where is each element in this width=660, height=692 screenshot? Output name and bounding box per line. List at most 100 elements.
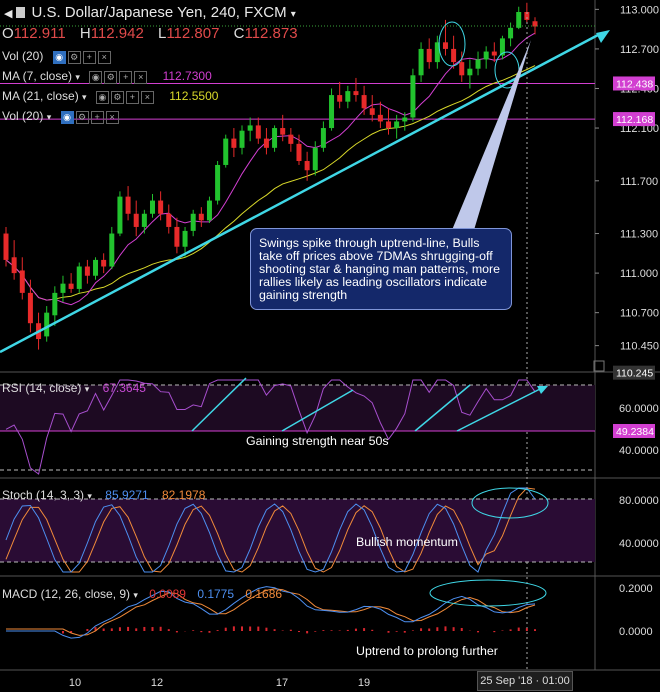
chevron-down-icon[interactable]: ▾ xyxy=(75,72,80,82)
indicator-vol-1-label: Vol (20) xyxy=(2,49,44,63)
close-icon[interactable]: × xyxy=(105,111,119,125)
macd-legend[interactable]: MACD (12, 26, close, 9) ▾ 0.0089 0.1775 … xyxy=(2,587,282,601)
rsi-tick-label: 49.2384 xyxy=(616,426,654,438)
ma21-line xyxy=(5,65,536,301)
stoch-legend-d: 82.1978 xyxy=(162,488,206,502)
candle-body xyxy=(255,125,261,139)
indicator-ma7[interactable]: MA (7, close) ▾ ◉ ⚙ + × 112.7300 xyxy=(2,69,212,85)
rsi-trend-arrow xyxy=(281,389,354,432)
close-icon[interactable]: × xyxy=(140,91,154,105)
ohlc-open-key: O xyxy=(2,25,14,42)
stoch-k-line xyxy=(5,487,536,573)
flag-icon xyxy=(16,7,26,18)
eye-icon[interactable]: ◉ xyxy=(95,91,109,105)
macd-legend-name: MACD (12, 26, close, 9) xyxy=(2,587,131,601)
candle-body xyxy=(475,59,481,69)
macd-legend-v2: 0.1775 xyxy=(197,587,235,601)
candle-body xyxy=(272,128,278,148)
rsi-legend-value: 67.3645 xyxy=(102,381,146,395)
add-icon[interactable]: + xyxy=(125,91,139,105)
trendline-arrowhead xyxy=(596,30,610,43)
chevron-down-icon[interactable]: ▾ xyxy=(46,112,52,122)
highlight-circle xyxy=(438,21,466,67)
x-tick-label: 10 xyxy=(69,677,81,689)
analysis-callout: Swings spike through uptrend-line, Bulls… xyxy=(250,228,512,310)
candle-body xyxy=(11,257,17,274)
candle-body xyxy=(223,138,229,165)
indicator-ma7-value: 112.7300 xyxy=(162,69,212,83)
candle-body xyxy=(215,164,221,201)
candle-body xyxy=(27,292,33,324)
candle-body xyxy=(44,312,50,337)
settings-icon[interactable]: ⚙ xyxy=(110,91,124,105)
candle-body xyxy=(76,266,82,289)
eye-icon[interactable]: ◉ xyxy=(52,51,66,65)
chart-title[interactable]: ◀ U.S. Dollar/Japanese Yen, 240, FXCM ▾ xyxy=(4,4,296,21)
rsi-legend[interactable]: RSI (14, close) ▾ 67.3645 xyxy=(2,381,146,395)
price-tag-box xyxy=(613,365,655,380)
x-tick-label: 12 xyxy=(151,677,163,689)
candle-body xyxy=(68,283,74,289)
indicator-ma7-label: MA (7, close) xyxy=(2,69,73,83)
candle-body xyxy=(451,48,457,63)
settings-icon[interactable]: ⚙ xyxy=(75,111,89,125)
rsi-arrowhead xyxy=(537,386,548,394)
candle-body xyxy=(133,213,139,227)
candle-body xyxy=(434,42,440,63)
price-tag-box xyxy=(613,112,655,127)
stoch-legend[interactable]: Stoch (14, 3, 3) ▾ 85.9271 82.1978 xyxy=(2,488,205,502)
candle-body xyxy=(247,125,253,131)
candle-body xyxy=(3,233,9,260)
candle-body xyxy=(386,121,392,129)
chevron-down-icon[interactable]: ▾ xyxy=(133,590,138,600)
ohlc-close-key: C xyxy=(233,25,245,42)
price-tick-label: 113.000 xyxy=(620,4,659,16)
candle-body xyxy=(60,283,66,293)
close-icon[interactable]: × xyxy=(134,71,148,85)
candle-body xyxy=(418,48,424,76)
candle-body xyxy=(483,51,489,60)
indicator-vol-1[interactable]: Vol (20) ◉ ⚙ + × xyxy=(2,49,113,65)
chevron-down-icon[interactable]: ▾ xyxy=(84,384,90,394)
candle-body xyxy=(394,121,400,129)
add-icon[interactable]: + xyxy=(82,51,96,65)
candle-body xyxy=(345,91,351,102)
candle-body xyxy=(101,259,107,267)
indicator-ma21[interactable]: MA (21, close) ▾ ◉ ⚙ + × 112.5500 xyxy=(2,89,218,105)
eye-icon[interactable]: ◉ xyxy=(89,71,103,85)
add-icon[interactable]: + xyxy=(119,71,133,85)
stoch-legend-name: Stoch (14, 3, 3) xyxy=(2,488,85,502)
rsi-line xyxy=(5,379,536,475)
axis-plus-button xyxy=(593,360,605,372)
ohlc-high-value: 112.942 xyxy=(90,25,144,42)
settings-icon[interactable]: ⚙ xyxy=(104,71,118,85)
chevron-down-icon[interactable]: ▾ xyxy=(290,9,296,20)
chevron-down-icon[interactable]: ▾ xyxy=(82,92,87,102)
price-tick-label: 111.700 xyxy=(620,176,658,188)
price-tag-label: 112.438 xyxy=(616,78,653,90)
ohlc-high-key: H xyxy=(79,25,91,42)
chevron-down-icon[interactable]: ▾ xyxy=(87,491,92,501)
candle-body xyxy=(182,230,188,247)
candle-body xyxy=(442,42,448,49)
candle-body xyxy=(337,95,343,102)
macd-signal-line xyxy=(6,588,536,636)
collapse-icon[interactable]: ◀ xyxy=(4,8,13,20)
ohlc-open-value: 112.911 xyxy=(13,25,66,42)
settings-icon[interactable]: ⚙ xyxy=(67,51,81,65)
indicator-ma21-label: MA (21, close) xyxy=(2,89,79,103)
price-tick-label: 111.000 xyxy=(620,268,658,280)
candle-body xyxy=(508,27,514,39)
close-icon[interactable]: × xyxy=(97,51,111,65)
eye-icon[interactable]: ◉ xyxy=(60,111,74,125)
candle-body xyxy=(149,200,155,214)
callout-pointer xyxy=(452,40,531,230)
candle-body xyxy=(198,213,204,221)
candle-body xyxy=(410,75,416,118)
price-tick-label: 110.450 xyxy=(620,341,659,353)
add-icon[interactable]: + xyxy=(90,111,104,125)
rsi-tick-label: 40.0000 xyxy=(619,445,659,457)
indicator-vol-2[interactable]: Vol (20) ▾ ◉ ⚙ + × xyxy=(2,109,121,125)
candle-body xyxy=(524,12,530,20)
